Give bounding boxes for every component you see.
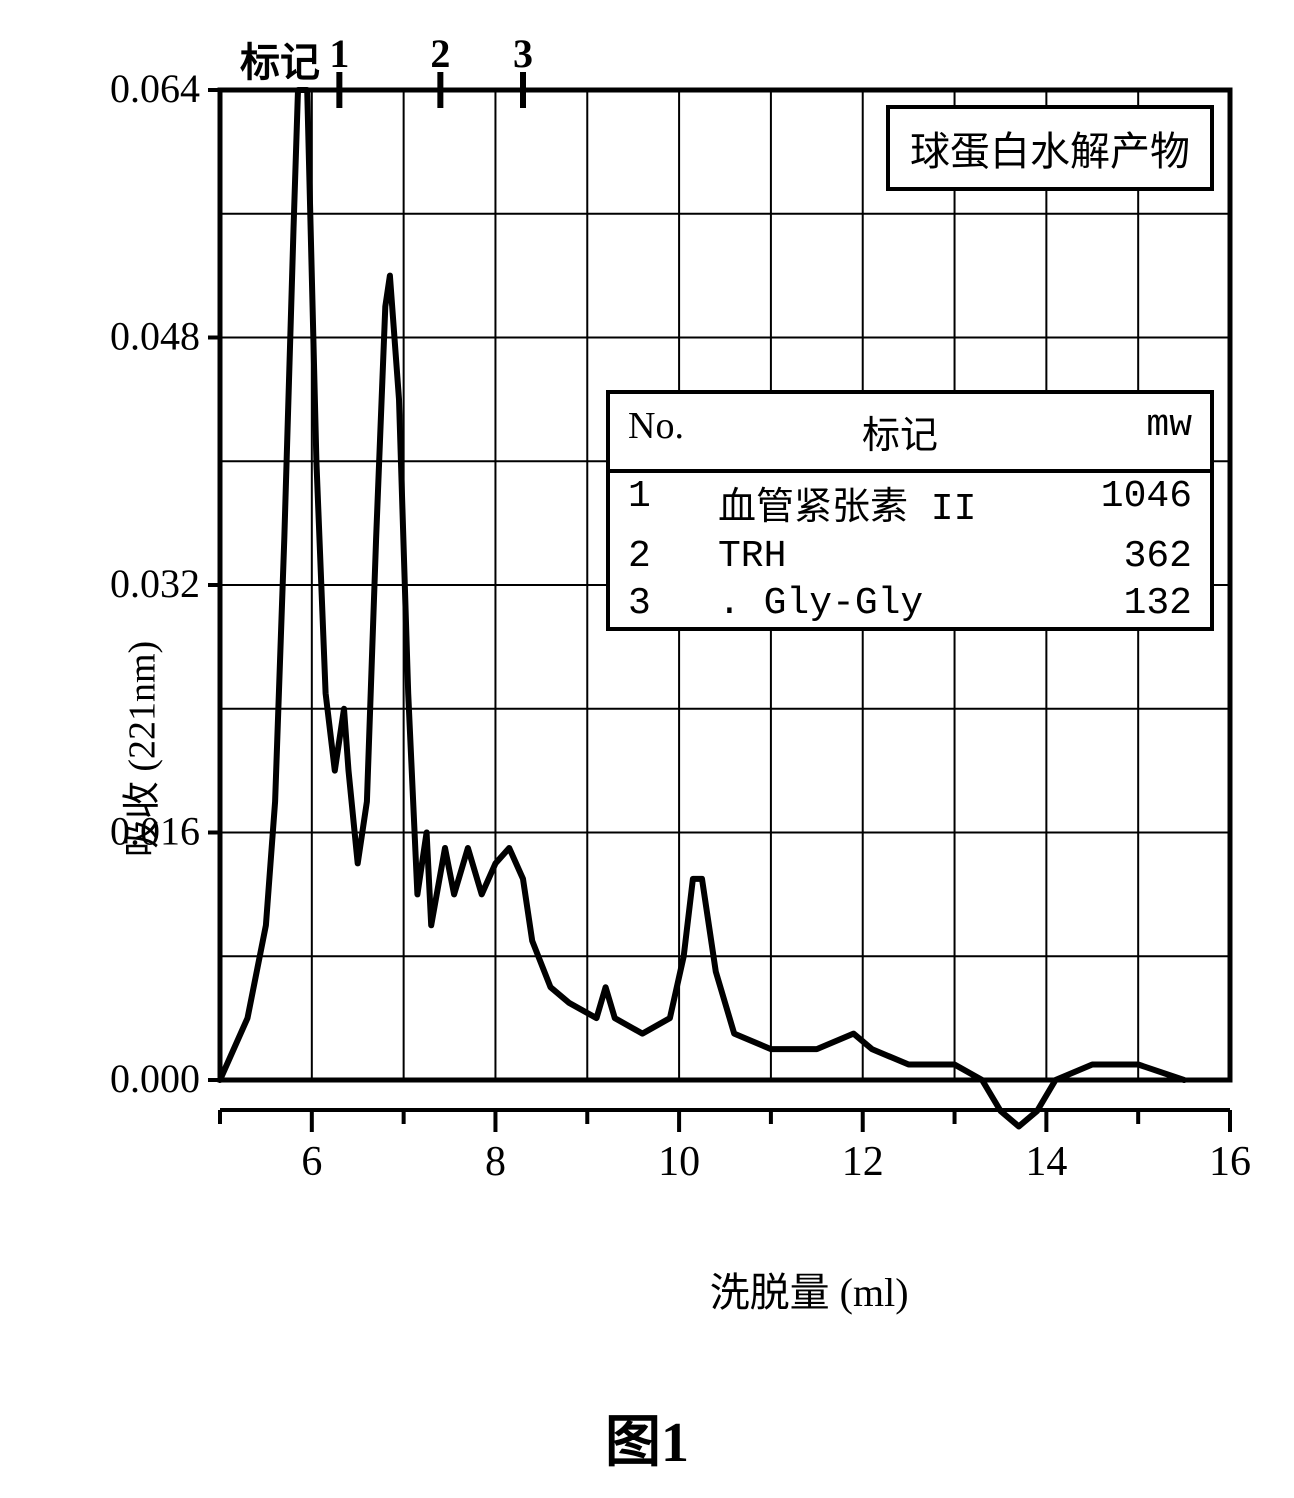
marker-2: 2	[430, 30, 450, 77]
svg-text:12: 12	[842, 1139, 884, 1185]
legend-col-no: No.	[628, 404, 718, 459]
chart-title-text: 球蛋白水解产物	[910, 129, 1190, 174]
legend-row: 3. Gly-Gly132	[610, 580, 1210, 627]
legend-cell-mw: 132	[1082, 582, 1192, 625]
svg-text:6: 6	[301, 1139, 322, 1185]
legend-cell-mw: 362	[1082, 535, 1192, 578]
svg-text:8: 8	[485, 1139, 506, 1185]
x-axis-label: 洗脱量 (ml)	[710, 1260, 909, 1318]
legend-cell-no: 1	[628, 475, 718, 531]
figure-container: 标记 吸收 (221nm) 0.0000.0160.0320.0480.0646…	[20, 20, 1274, 1478]
legend-cell-mw: 1046	[1082, 475, 1192, 531]
legend-row: 2 TRH362	[610, 533, 1210, 580]
legend-cell-name: . Gly-Gly	[718, 582, 1082, 625]
svg-text:0.000: 0.000	[110, 1056, 200, 1101]
svg-text:0.032: 0.032	[110, 561, 200, 606]
marker-1: 1	[329, 30, 349, 77]
legend-cell-name: TRH	[718, 535, 1082, 578]
markers-title: 标记	[240, 30, 320, 88]
chart-title-box: 球蛋白水解产物	[886, 105, 1214, 191]
legend-cell-no: 2	[628, 535, 718, 578]
legend-cell-name: 血管紧张素 II	[718, 475, 1082, 531]
legend-header: No. 标记 mw	[610, 394, 1210, 473]
svg-text:14: 14	[1025, 1139, 1067, 1185]
svg-text:10: 10	[658, 1139, 700, 1185]
legend-col-mw: mw	[1082, 404, 1192, 459]
legend-col-name: 标记	[718, 404, 1082, 459]
figure-caption: 图1	[605, 1397, 689, 1478]
legend-row: 1血管紧张素 II1046	[610, 473, 1210, 533]
legend-cell-no: 3	[628, 582, 718, 625]
svg-text:16: 16	[1209, 1139, 1251, 1185]
svg-text:0.048: 0.048	[110, 314, 200, 359]
svg-text:0.064: 0.064	[110, 66, 200, 111]
y-axis-label: 吸收 (221nm)	[111, 641, 166, 857]
legend-box: No. 标记 mw 1血管紧张素 II10462 TRH3623. Gly-Gl…	[606, 390, 1214, 631]
marker-3: 3	[513, 30, 533, 77]
